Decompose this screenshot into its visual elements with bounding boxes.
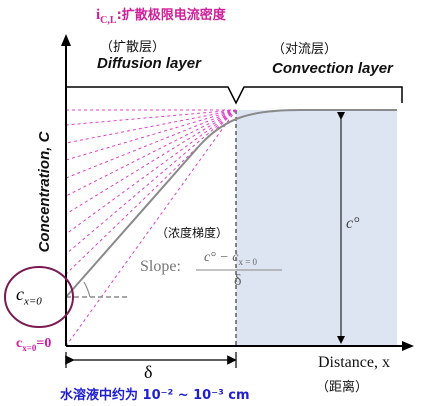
concentration-profile-curve	[65, 109, 397, 298]
limiting-current-label: iC,L:扩散极限电流密度	[96, 4, 226, 26]
slope-label: Slope:	[140, 258, 181, 275]
concentration-gradient-rays	[65, 109, 237, 347]
slope-denominator: δ	[234, 272, 242, 289]
surface-concentration-circle	[4, 266, 74, 328]
convection-region-fill	[236, 110, 397, 346]
slope-numerator-text: c° − c	[204, 250, 239, 265]
diffusion-layer-cn: （扩散层）	[100, 40, 166, 55]
surface-concentration-symbol: c	[16, 284, 24, 304]
convection-layer-en: Convection layer	[272, 60, 393, 77]
y-axis-label: Concentration, C	[36, 130, 53, 252]
thickness-note: 水溶液中约为 10⁻² ~ 10⁻³ cm	[60, 388, 250, 403]
x-axis-label: Distance, x	[318, 354, 390, 371]
bulk-concentration-label: c°	[346, 215, 360, 232]
limiting-current-suffix: :扩散极限电流密度	[116, 8, 226, 23]
zero-concentration-label: cx=0=0	[16, 336, 51, 353]
concentration-gradient-cn: （浓度梯度）	[156, 226, 229, 240]
slope-angle-arc	[83, 281, 91, 298]
x-axis-arrowhead	[402, 341, 414, 351]
convection-layer-cn: （对流层）	[272, 42, 338, 57]
zero-concentration-symbol: c	[16, 336, 23, 351]
surface-concentration-subscript: x=0	[24, 295, 42, 308]
slope-numerator: c° − cx = 0	[204, 250, 257, 267]
y-axis-arrowhead	[61, 34, 71, 46]
diffusion-layer-en: Diffusion layer	[97, 55, 201, 72]
layer-bracket	[65, 86, 403, 105]
limiting-current-subscript: C,L	[100, 15, 117, 26]
surface-concentration-label: cx=0	[16, 284, 42, 308]
zero-concentration-subscript: x=0	[22, 342, 37, 353]
slope-numerator-subscript: x = 0	[238, 256, 258, 267]
x-axis-cn: （距离）	[316, 380, 369, 395]
zero-concentration-suffix: =0	[36, 336, 52, 351]
delta-label: δ	[144, 362, 153, 382]
limiting-current-symbol: i	[96, 7, 101, 23]
